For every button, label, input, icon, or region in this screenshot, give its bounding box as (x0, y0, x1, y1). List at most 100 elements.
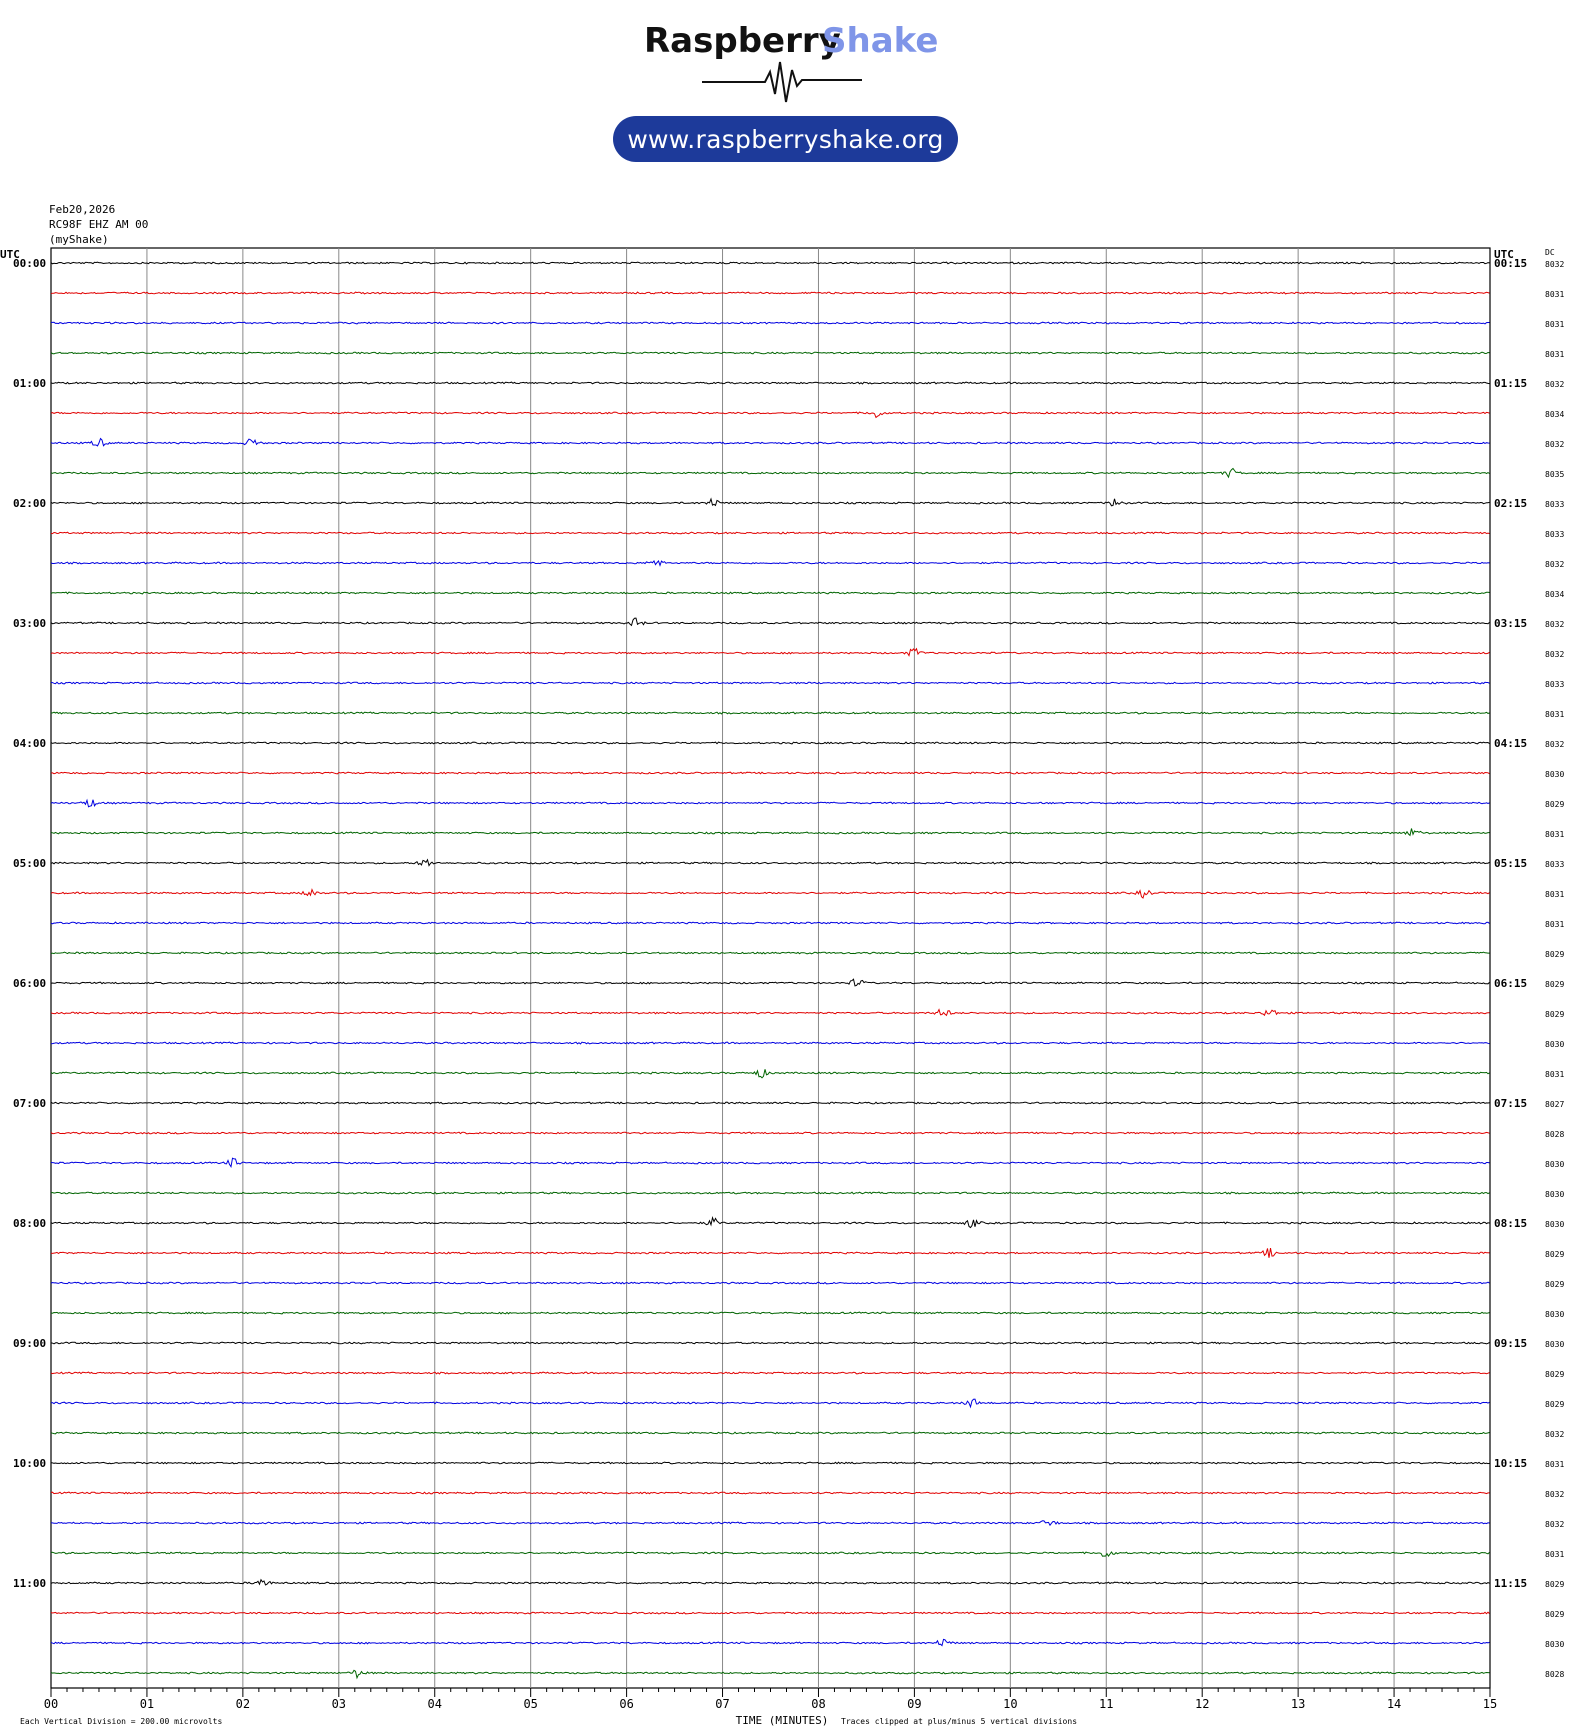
seismic-trace (50, 1281, 1490, 1285)
dc-offset-value: 8032 (1545, 740, 1564, 749)
dc-offset-value: 8031 (1545, 1070, 1564, 1079)
seismic-trace (50, 531, 1490, 535)
dc-offset-value: 8033 (1545, 680, 1564, 689)
right-time-label: 05:15 (1494, 857, 1527, 870)
dc-offset-value: 8031 (1545, 1550, 1564, 1559)
x-tick-label: 08 (811, 1697, 825, 1711)
website-url-badge[interactable]: www.raspberryshake.org (613, 116, 958, 162)
vertical-scale-note: Each Vertical Division = 200.00 microvol… (20, 1717, 222, 1726)
x-tick-label: 12 (1195, 1697, 1209, 1711)
right-time-label: 09:15 (1494, 1337, 1527, 1350)
seismic-trace (50, 1461, 1490, 1465)
right-time-label: 10:15 (1494, 1457, 1527, 1470)
dc-offset-value: 8033 (1545, 860, 1564, 869)
x-tick-label: 00 (44, 1697, 58, 1711)
left-time-label: 08:00 (13, 1217, 46, 1230)
seismic-trace (50, 497, 1490, 507)
seismic-trace (50, 617, 1490, 627)
dc-offset-value: 8031 (1545, 890, 1564, 899)
x-axis-label: TIME (MINUTES) (736, 1714, 829, 1727)
seismic-trace (50, 921, 1490, 925)
seismic-trace (50, 1157, 1490, 1169)
dc-offset-value: 8027 (1545, 1100, 1564, 1109)
dc-offset-value: 8030 (1545, 1310, 1564, 1319)
dc-offset-value: 8030 (1545, 1040, 1564, 1049)
dc-offset-value: 8028 (1545, 1670, 1564, 1679)
seismic-trace (50, 1191, 1490, 1195)
plot-date: Feb20,2026 (49, 203, 116, 216)
dc-offset-value: 8035 (1545, 470, 1564, 479)
x-tick-label: 02 (236, 1697, 250, 1711)
dc-offset-value: 8032 (1545, 650, 1564, 659)
seismic-trace (50, 1551, 1490, 1557)
dc-offset-value: 8032 (1545, 560, 1564, 569)
dc-offset-value: 8033 (1545, 530, 1564, 539)
dc-offset-value: 8029 (1545, 1010, 1564, 1019)
left-axis-header: UTC (0, 248, 20, 261)
dc-offset-value: 8029 (1545, 1370, 1564, 1379)
left-time-label: 07:00 (13, 1097, 46, 1110)
x-tick-label: 09 (907, 1697, 921, 1711)
dc-offset-value: 8034 (1545, 590, 1564, 599)
dc-offset-value: 8029 (1545, 1580, 1564, 1589)
plot-frame (50, 247, 1491, 1689)
seismic-trace (50, 1398, 1490, 1409)
dc-offset-value: 8032 (1545, 260, 1564, 269)
seismic-trace (50, 1669, 1490, 1680)
seismic-trace (50, 741, 1490, 745)
seismic-trace (50, 261, 1490, 265)
x-tick-label: 15 (1483, 1697, 1497, 1711)
right-time-label: 08:15 (1494, 1217, 1527, 1230)
seismic-trace (50, 1638, 1490, 1647)
seismic-trace (50, 1215, 1490, 1229)
dc-offset-value: 8032 (1545, 1430, 1564, 1439)
dc-offset-value: 8032 (1545, 1520, 1564, 1529)
seismic-trace (50, 1311, 1490, 1315)
seismic-trace (50, 1611, 1490, 1615)
seismic-trace (50, 978, 1490, 987)
dc-offset-value: 8029 (1545, 1610, 1564, 1619)
left-time-label: 04:00 (13, 737, 46, 750)
seismic-trace (50, 1371, 1490, 1375)
left-time-label: 01:00 (13, 377, 46, 390)
dc-offset-value: 8031 (1545, 290, 1564, 299)
x-tick-label: 10 (1003, 1697, 1017, 1711)
station-code: RC98F EHZ AM 00 (49, 218, 149, 231)
seismic-trace (50, 1431, 1490, 1435)
right-time-label: 11:15 (1494, 1577, 1527, 1590)
seismic-trace (50, 1041, 1490, 1045)
dc-offset-value: 8030 (1545, 1160, 1564, 1169)
brand-name-part1: Raspberry (644, 21, 841, 61)
seismic-trace (50, 858, 1490, 867)
seismic-trace (50, 951, 1490, 955)
seismograph-logo-icon (702, 61, 862, 103)
dc-offset-value: 8029 (1545, 800, 1564, 809)
seismic-trace (50, 1008, 1490, 1017)
dc-offset-value: 8033 (1545, 500, 1564, 509)
data-source: (myShake) (49, 233, 109, 246)
seismic-trace (50, 1248, 1490, 1258)
seismic-trace (50, 888, 1490, 899)
dc-offset-value: 8028 (1545, 1130, 1564, 1139)
seismic-trace (50, 1491, 1490, 1495)
left-time-label: 03:00 (13, 617, 46, 630)
seismic-trace (50, 771, 1490, 775)
left-time-label: 06:00 (13, 977, 46, 990)
dc-column-header: DC (1545, 248, 1555, 257)
left-time-label: 09:00 (13, 1337, 46, 1350)
dc-offset-value: 8032 (1545, 620, 1564, 629)
seismic-trace (51, 321, 1490, 325)
brand-name-part2: Shake (822, 21, 938, 61)
dc-offset-value: 8029 (1545, 950, 1564, 959)
left-time-label: 05:00 (13, 857, 46, 870)
dc-offset-value: 8031 (1545, 320, 1564, 329)
right-axis-header: UTC (1494, 248, 1514, 261)
dc-offset-value: 8031 (1545, 920, 1564, 929)
seismic-trace (50, 467, 1490, 479)
right-time-label: 02:15 (1494, 497, 1527, 510)
seismic-trace (50, 351, 1490, 355)
dc-offset-value: 8029 (1545, 1400, 1564, 1409)
left-time-label: 00:00 (13, 257, 46, 270)
right-time-label: 00:15 (1494, 257, 1527, 270)
seismic-trace (51, 1520, 1490, 1527)
